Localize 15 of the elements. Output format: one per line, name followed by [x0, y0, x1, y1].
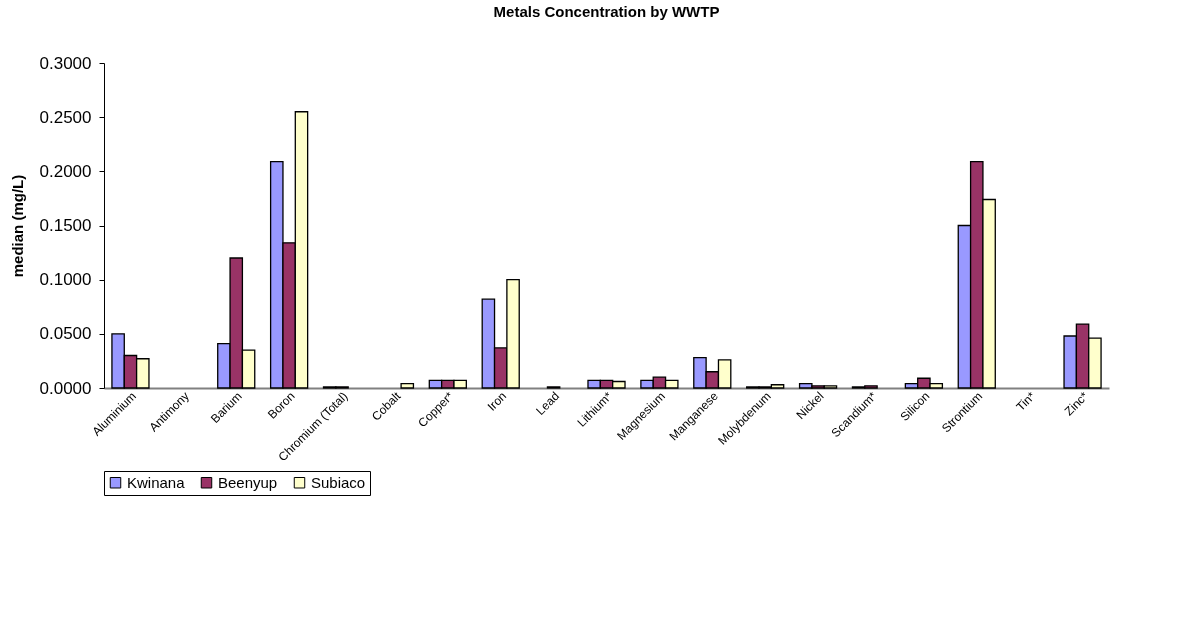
y-tick-label: 0.1500: [39, 216, 92, 235]
y-tick-label: 0.0500: [39, 324, 92, 344]
y-axis-title: median (mg/L): [8, 174, 26, 278]
y-tick-label: 0.2500: [39, 107, 92, 127]
chart-title: Metals Concentration by WWTP: [493, 3, 720, 20]
bar: [400, 383, 415, 389]
x-tick-label: Iron: [484, 389, 510, 414]
y-tick-label: 0.1000: [39, 270, 92, 290]
legend-label: Beenyup: [218, 473, 278, 491]
y-tick-label: 0.2000: [39, 161, 92, 181]
x-tick-label: Tin*: [1013, 388, 1039, 414]
legend-label: Kwinana: [127, 473, 186, 491]
legend-label: Subiaco: [311, 473, 366, 491]
y-tick-label: 0.0000: [39, 378, 92, 398]
y-tick-label: 0.3000: [39, 53, 92, 73]
